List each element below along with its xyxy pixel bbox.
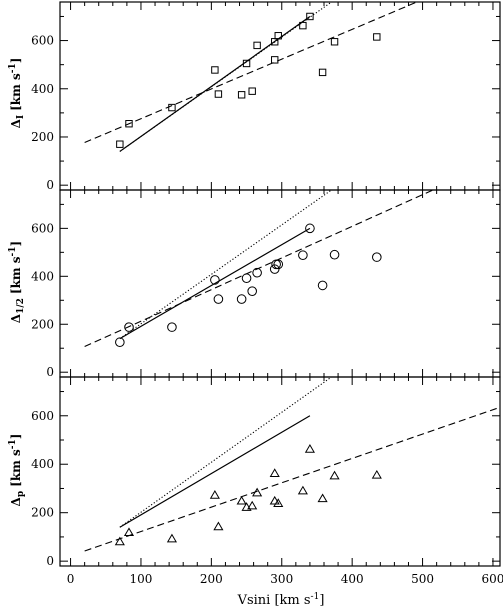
data-point-circle [269, 264, 280, 274]
x-tick-label: 0 [67, 572, 75, 586]
data-point-square [116, 140, 124, 148]
data-point-circle [271, 259, 281, 270]
data-point-square [318, 68, 327, 77]
y-tick-label: 400 [31, 269, 54, 283]
dotted-line [119, 377, 333, 528]
data-point-circle [124, 322, 134, 332]
data-point-circle [305, 223, 315, 234]
data-point-square [168, 103, 176, 112]
plot-frame [59, 1, 501, 191]
data-point-circle [167, 322, 177, 332]
data-point-triangle [241, 502, 252, 511]
x-tick-label: 300 [270, 572, 293, 586]
y-tick-label: 400 [31, 82, 54, 96]
data-point-triangle [317, 493, 328, 503]
data-point-circle [213, 294, 224, 304]
data-point-square [211, 66, 219, 74]
data-point-square [242, 59, 251, 68]
x-tick-label: 500 [411, 572, 434, 586]
data-point-square [373, 33, 381, 41]
data-point-circle [317, 280, 328, 291]
data-point-square [274, 32, 282, 40]
y-tick-label: 0 [46, 554, 54, 568]
data-point-circle [210, 275, 220, 285]
x-tick-label: 400 [341, 572, 364, 586]
data-point-square [237, 91, 246, 99]
data-point-triangle [252, 487, 263, 497]
dashed-fit-line [84, 190, 435, 348]
dotted-line [119, 2, 333, 152]
panel-delta-half: 0 200 400 600 [31, 189, 501, 379]
data-point-triangle [166, 533, 178, 543]
x-axis-label: Vsini [km s-1] [237, 592, 325, 608]
panel-delta-p: 0 200 400 600 0 100 200 300 400 500 600 [31, 376, 503, 586]
data-point-triangle [247, 500, 258, 510]
fit-lines [84, 377, 500, 552]
data-point-triangle [329, 470, 340, 480]
data-point-square [214, 90, 223, 98]
data-point-triangle [236, 495, 247, 505]
dashed-fit-line [84, 2, 419, 144]
data-point-square [271, 56, 279, 64]
y-tick-label: 200 [31, 317, 54, 331]
y-tick-label: 0 [46, 365, 54, 379]
data-point-triangle [269, 495, 280, 505]
plot-frame [59, 376, 501, 567]
y-tick-label: 200 [31, 130, 54, 144]
solid-line [119, 415, 311, 528]
fit-lines [84, 190, 435, 348]
data-point-triangle [213, 521, 224, 531]
data-point-circle [236, 294, 247, 304]
x-tick-label: 200 [200, 572, 223, 586]
data-point-square [253, 41, 261, 50]
solid-line [119, 227, 311, 340]
y-tick-label: 400 [31, 457, 54, 471]
fit-lines [84, 2, 419, 152]
data-point-circle [252, 267, 262, 278]
y-tick-label: 600 [31, 221, 54, 235]
y-tick-label: 0 [46, 178, 54, 192]
data-point-triangle [297, 485, 308, 495]
data-point-triangle [371, 469, 382, 479]
data-point-circle [241, 273, 252, 284]
data-point-triangle [123, 527, 135, 537]
y-tick-label: 200 [31, 506, 54, 520]
data-point-square [299, 21, 307, 30]
data-point-circle [115, 337, 125, 348]
data-point-circle [298, 250, 308, 261]
data-point-circle [273, 259, 284, 270]
data-point-square [125, 120, 133, 128]
data-point-circle [247, 286, 257, 296]
data-point-square [248, 87, 256, 95]
y-axis-label-delta-i: ΔI[km s-1] [8, 58, 26, 129]
y-tick-label: 600 [31, 34, 54, 48]
x-tick-label: 600 [482, 572, 503, 586]
data-point-square [330, 38, 339, 46]
data-point-square [306, 12, 314, 21]
data-points [114, 444, 382, 546]
data-point-triangle [304, 444, 315, 453]
data-points [116, 12, 381, 148]
data-point-circle [372, 252, 382, 262]
data-point-triangle [209, 490, 220, 499]
panel-delta-i: 0 200 400 600 [31, 1, 501, 192]
data-point-circle [329, 249, 340, 260]
data-point-triangle [273, 498, 284, 507]
data-point-triangle [269, 468, 280, 477]
dotted-line [119, 190, 333, 340]
dashed-fit-line [84, 406, 500, 552]
y-axis-label-delta-p: Δp[km s-1] [8, 434, 26, 507]
plot-frame [59, 189, 501, 378]
data-points [115, 223, 382, 348]
x-tick-label: 100 [130, 572, 153, 586]
data-point-triangle [114, 536, 125, 546]
y-tick-label: 600 [31, 409, 54, 423]
y-axis-label-delta-half: Δ1/2[km s-1] [8, 241, 26, 323]
